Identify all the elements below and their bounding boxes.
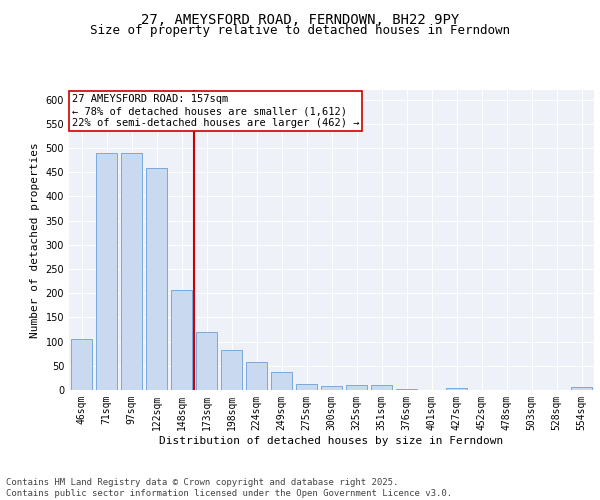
Text: 27 AMEYSFORD ROAD: 157sqm
← 78% of detached houses are smaller (1,612)
22% of se: 27 AMEYSFORD ROAD: 157sqm ← 78% of detac… [71,94,359,128]
Bar [296,384,317,390]
Bar [221,350,242,390]
Bar [246,362,267,390]
Text: 27, AMEYSFORD ROAD, FERNDOWN, BH22 9PY: 27, AMEYSFORD ROAD, FERNDOWN, BH22 9PY [141,12,459,26]
Bar [571,387,592,390]
Text: Size of property relative to detached houses in Ferndown: Size of property relative to detached ho… [90,24,510,37]
Bar [346,385,367,390]
Y-axis label: Number of detached properties: Number of detached properties [30,142,40,338]
Bar [71,339,92,390]
Bar [371,385,392,390]
Bar [171,290,192,390]
Bar [396,388,417,390]
Bar [146,168,167,390]
Bar [96,153,117,390]
Bar [121,153,142,390]
Bar [196,332,217,390]
Bar [271,372,292,390]
X-axis label: Distribution of detached houses by size in Ferndown: Distribution of detached houses by size … [160,436,503,446]
Text: Contains HM Land Registry data © Crown copyright and database right 2025.
Contai: Contains HM Land Registry data © Crown c… [6,478,452,498]
Bar [446,388,467,390]
Bar [321,386,342,390]
